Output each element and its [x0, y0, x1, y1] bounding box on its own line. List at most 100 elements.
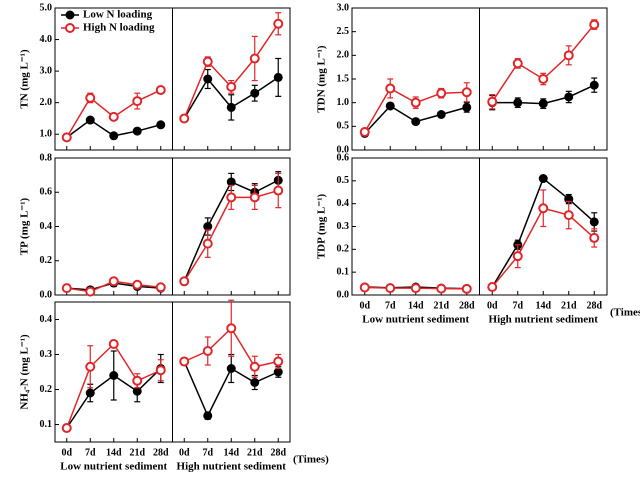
data-point: [132, 375, 143, 386]
data-point: [513, 98, 523, 108]
y-axis-label: TDP (mg L⁻¹): [316, 194, 328, 260]
data-point: [589, 232, 600, 243]
data-point: [359, 282, 370, 293]
data-point: [155, 282, 166, 293]
data-point: [226, 364, 236, 373]
data-point: [589, 19, 600, 30]
data-point: [538, 99, 548, 109]
data-point: [108, 276, 119, 287]
data-point: [108, 111, 119, 122]
data-point: [132, 386, 142, 396]
x-tick-label: 28d: [153, 447, 169, 458]
data-point: [203, 222, 213, 231]
data-point: [436, 283, 447, 294]
data-point: [436, 110, 446, 119]
data-point: [132, 96, 143, 107]
data-point: [436, 88, 447, 99]
x-tick-label: 7d: [385, 300, 396, 311]
legend-label: Low N loading: [83, 9, 153, 21]
data-point: [109, 371, 119, 380]
data-point: [179, 356, 190, 367]
data-point: [226, 102, 236, 112]
data-point: [61, 132, 72, 143]
data-point: [487, 282, 498, 293]
data-point: [85, 361, 96, 372]
data-point: [538, 74, 549, 84]
data-point: [385, 101, 395, 111]
data-point: [108, 339, 119, 349]
x-tick-label: 0d: [61, 447, 72, 458]
data-point: [589, 217, 599, 227]
data-point: [85, 286, 96, 297]
y-tick-label: 0.2: [337, 244, 350, 255]
data-point: [564, 92, 574, 102]
y-tick-label: 0.3: [40, 349, 53, 360]
y-tick-label: 2.0: [40, 97, 53, 108]
data-point: [512, 251, 523, 262]
y-tick-label: 2.0: [337, 50, 350, 61]
y-tick-label: 4.0: [40, 34, 53, 45]
panel-label: Low nutrient sediment: [60, 461, 167, 473]
y-tick-label: 0.1: [337, 266, 350, 277]
data-point: [61, 423, 72, 433]
data-point: [202, 346, 213, 356]
x-tick-label: 7d: [85, 447, 96, 458]
data-point: [202, 56, 213, 67]
data-point: [179, 276, 190, 287]
data-point: [273, 185, 284, 196]
y-axis-label: TDN (mg L⁻¹): [316, 45, 328, 112]
y-tick-label: 0.2: [40, 384, 53, 395]
data-point: [411, 117, 421, 127]
data-point: [155, 365, 166, 376]
data-point: [461, 87, 472, 98]
y-tick-label: 0.0: [40, 289, 53, 300]
y-tick-label: 0.5: [337, 121, 350, 132]
y-tick-label: 0.4: [40, 221, 53, 232]
data-point: [249, 53, 260, 64]
x-tick-label: 0d: [487, 300, 498, 311]
data-point: [250, 378, 260, 387]
x-tick-label: 21d: [129, 447, 145, 458]
data-point: [410, 283, 421, 294]
x-tick-label: 7d: [512, 300, 523, 311]
y-tick-label: 0.1: [40, 419, 53, 430]
y-tick-label: 1.5: [337, 73, 350, 84]
y-tick-label: 0.5: [337, 175, 350, 186]
x-tick-label: 14d: [535, 300, 551, 311]
y-tick-label: 0.0: [337, 289, 350, 300]
panel-label: High nutrient sediment: [489, 314, 599, 326]
data-point: [538, 174, 548, 184]
data-point: [487, 96, 498, 107]
legend-marker: [65, 10, 75, 20]
data-point: [273, 72, 283, 82]
y-tick-label: 0.0: [337, 144, 350, 155]
data-point: [589, 80, 599, 90]
x-tick-label: 0d: [179, 447, 190, 458]
x-tick-label: 28d: [586, 300, 602, 311]
data-point: [273, 18, 284, 29]
data-point: [461, 283, 472, 294]
data-point: [132, 279, 143, 290]
y-tick-label: 2.5: [337, 26, 350, 37]
panel-label: Low nutrient sediment: [362, 314, 469, 326]
data-point: [109, 131, 119, 141]
data-point: [512, 58, 523, 69]
x-tick-label: 28d: [459, 300, 475, 311]
data-point: [155, 85, 166, 96]
y-tick-label: 0.2: [40, 255, 53, 266]
y-tick-label: 0.3: [337, 221, 350, 232]
y-tick-label: 3.0: [40, 65, 53, 76]
data-point: [249, 361, 260, 372]
data-point: [410, 97, 421, 108]
data-point: [273, 367, 283, 377]
data-point: [359, 127, 370, 138]
data-point: [132, 126, 142, 136]
x-tick-label: 0d: [359, 300, 370, 311]
data-point: [226, 81, 237, 92]
data-point: [538, 203, 549, 214]
x-tick-label: 14d: [106, 447, 122, 458]
data-point: [249, 192, 260, 203]
data-point: [85, 92, 96, 103]
y-tick-label: 0.6: [337, 152, 350, 163]
data-point: [85, 388, 95, 398]
